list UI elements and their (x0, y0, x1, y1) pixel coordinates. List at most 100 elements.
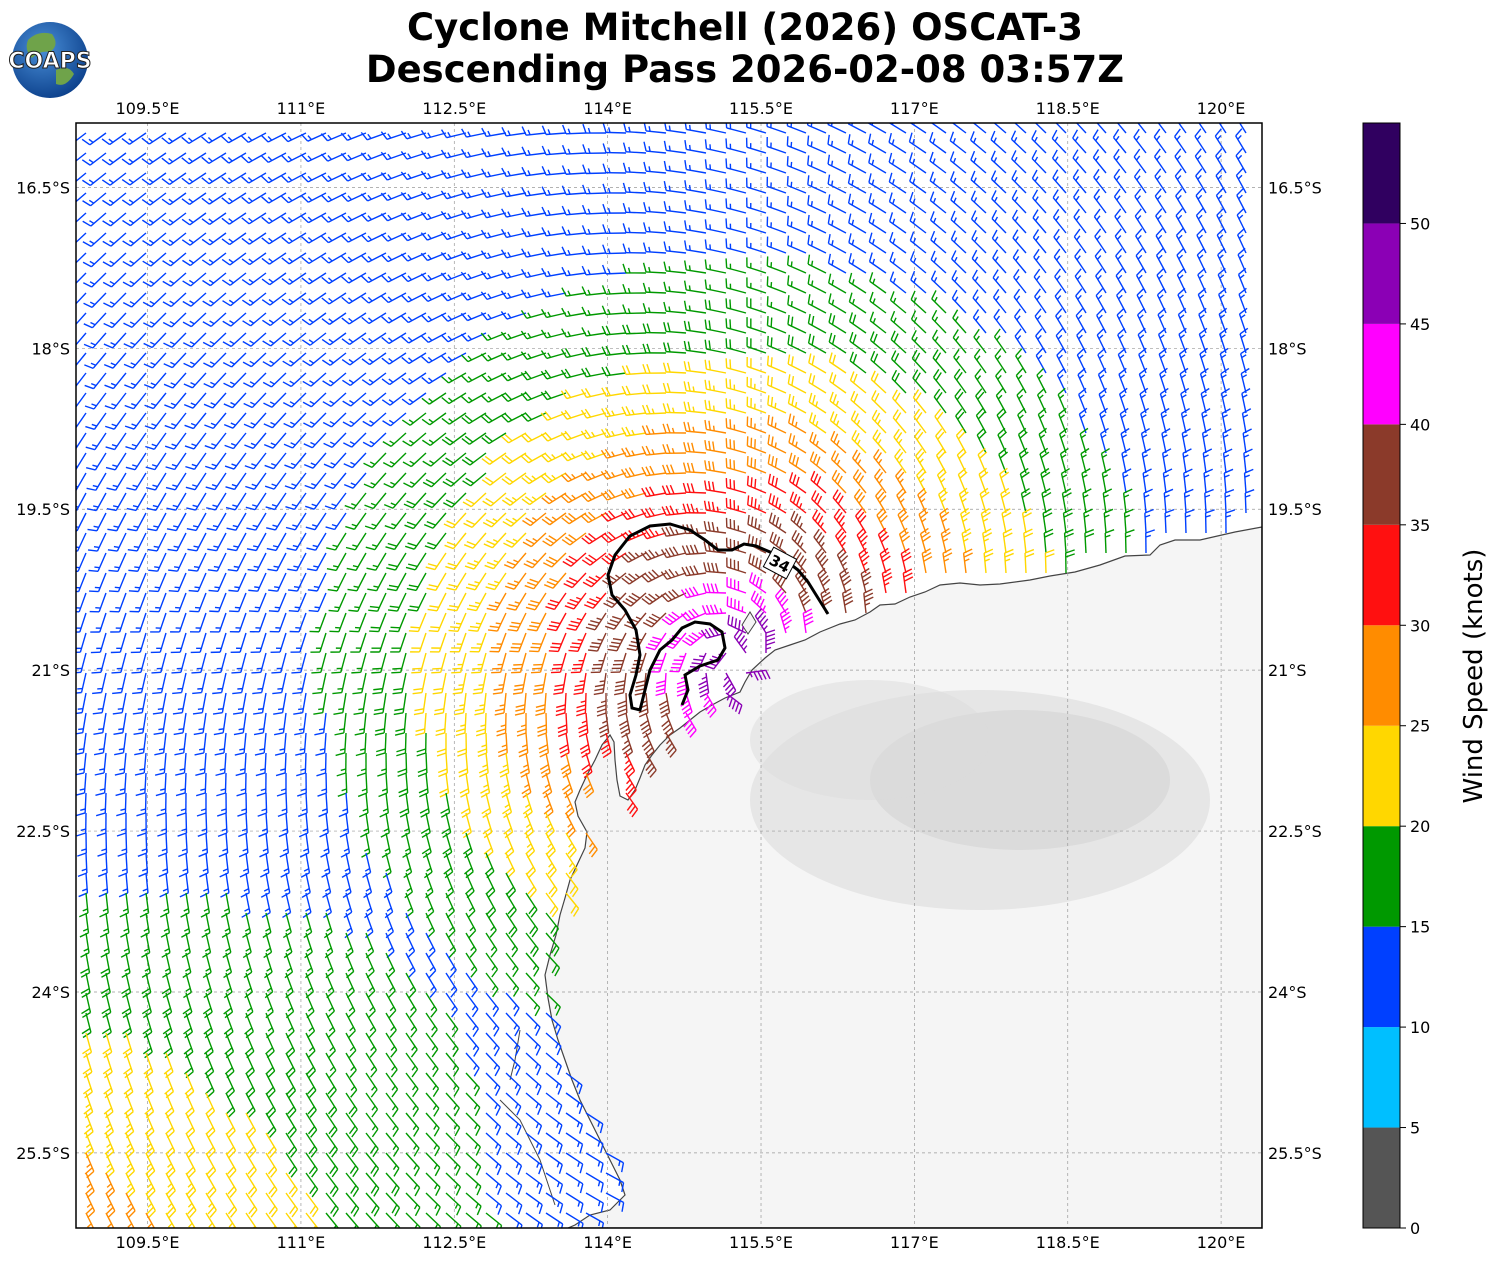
wind-barb (704, 440, 727, 454)
wind-barb (622, 263, 647, 274)
wind-barb (602, 203, 627, 214)
wind-barb (221, 232, 247, 246)
wind-barb (341, 352, 367, 366)
wind-barb (1222, 448, 1233, 474)
wind-barb (401, 332, 427, 344)
wind-barb (480, 188, 507, 199)
wind-barb (725, 238, 747, 254)
wind-barb (1204, 488, 1214, 514)
wind-barb (704, 259, 727, 274)
wind-barb (145, 432, 167, 450)
x-tick-label-bottom: 120°E (1197, 1233, 1246, 1252)
wind-barb (1080, 447, 1090, 474)
wind-barb (440, 170, 467, 179)
wind-barb (483, 532, 507, 549)
wind-barb (400, 312, 427, 324)
wind-barb (848, 213, 867, 234)
wind-barb (831, 469, 847, 494)
wind-barb (306, 532, 327, 551)
wind-barb (281, 272, 307, 285)
wind-barb (789, 472, 807, 494)
wind-barb (662, 403, 687, 414)
wind-barb (344, 492, 367, 510)
wind-barb (705, 123, 727, 134)
wind-barb (442, 452, 467, 467)
wind-barb (1156, 267, 1167, 294)
wind-barb (992, 289, 1007, 314)
wind-barb (202, 332, 227, 348)
wind-barb (1144, 508, 1154, 534)
wind-barb (1073, 188, 1087, 214)
wind-barb (76, 292, 87, 305)
wind-barb (287, 572, 307, 592)
wind-barb (1238, 123, 1247, 134)
wind-barb (520, 351, 547, 360)
y-tick-label-left: 19.5°S (16, 500, 70, 519)
wind-barb (982, 528, 993, 554)
wind-barb (961, 528, 972, 554)
wind-barb (746, 416, 767, 434)
wind-barb (620, 508, 647, 521)
wind-barb (1215, 188, 1227, 214)
wind-barb (909, 191, 927, 214)
wind-barb (979, 487, 990, 514)
colorbar-ticks: 0 5 10 15 20 25 30 35 40 45 50 (1400, 214, 1430, 1238)
wind-barb (892, 409, 907, 434)
wind-barb (245, 472, 267, 490)
wind-barb (1183, 488, 1194, 514)
wind-barb (662, 342, 687, 354)
wind-barb (162, 292, 187, 308)
wind-barb (1159, 367, 1168, 394)
wind-barb (83, 312, 107, 329)
wind-barb (443, 492, 467, 508)
wind-barb (746, 217, 767, 234)
wind-barb (322, 412, 347, 428)
wind-barb (704, 460, 727, 474)
wind-barb (542, 532, 567, 547)
wind-barb (76, 452, 87, 471)
colorbar-bin (1363, 223, 1400, 324)
wind-barb (951, 269, 967, 294)
wind-barb (201, 232, 227, 246)
wind-barb (241, 292, 267, 306)
wind-barb (813, 528, 827, 554)
wind-barb (561, 266, 587, 277)
wind-barb (934, 408, 947, 434)
wind-barb (1094, 248, 1107, 274)
wind-barb (76, 492, 87, 512)
wind-barb (380, 252, 407, 263)
wind-barb (300, 132, 327, 142)
wind-barb (166, 512, 187, 532)
wind-barb (122, 232, 147, 247)
wind-barb (85, 432, 107, 451)
wind-barb (682, 482, 707, 494)
wind-barb (1019, 467, 1030, 494)
cloud-shading (750, 680, 990, 800)
wind-barb (348, 592, 367, 612)
wind-barb (1059, 447, 1069, 474)
wind-barb (101, 132, 127, 146)
wind-barb (1235, 168, 1247, 194)
wind-barb (683, 300, 707, 314)
wind-barb (382, 412, 407, 427)
wind-barb (400, 292, 427, 303)
wind-barb (602, 244, 627, 255)
wind-barb (481, 432, 507, 445)
wind-barb (363, 472, 387, 489)
wind-barb (1013, 268, 1027, 294)
wind-barb (787, 354, 807, 374)
wind-barb (1084, 528, 1095, 554)
wind-barb (1196, 227, 1207, 254)
wind-barb (506, 592, 527, 611)
wind-barb (405, 532, 427, 550)
wind-barb (520, 432, 547, 443)
wind-barb (480, 392, 507, 403)
wind-barb (942, 548, 953, 574)
wind-barb (1035, 348, 1047, 374)
wind-barb (1159, 387, 1169, 414)
wind-barb (828, 273, 847, 294)
wind-barb (561, 492, 587, 504)
wind-barb (341, 312, 367, 325)
wind-barb (1240, 367, 1250, 394)
wind-barb (121, 172, 147, 186)
